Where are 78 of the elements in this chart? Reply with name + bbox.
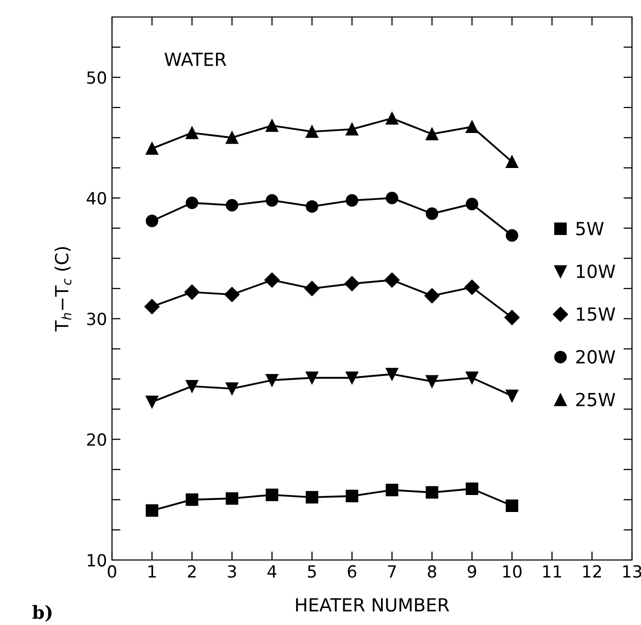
point [266,374,278,386]
point [386,368,398,380]
point [506,229,518,242]
point [186,380,198,392]
point [226,382,238,395]
point [226,198,238,212]
x-tick-label: 6 [348,565,356,578]
point [306,491,318,504]
point [186,493,198,506]
point [506,156,518,168]
point [424,288,440,304]
y-tick-label: 50 [87,71,106,84]
point [226,131,238,144]
point [464,280,480,295]
x-tick-label: 8 [428,565,436,578]
point [346,490,358,502]
x-tick-label: 9 [468,565,476,578]
x-tick-label: 11 [543,565,562,578]
y-axis-title: T$_{h}$−T$_{c}$ (C) [54,247,72,332]
y-tick-label: 30 [87,312,106,326]
point [266,194,278,207]
legend-label: 25W [576,392,616,406]
x-tick-label: 4 [268,565,276,578]
x-tick-label: 10 [503,565,522,578]
point [146,142,158,155]
point [426,375,438,388]
point [344,276,360,292]
x-axis-title: HEATER NUMBER [296,598,450,612]
legend-label: 20W [576,350,616,364]
x-tick-label: 12 [583,565,601,578]
point [306,200,318,213]
point [306,372,318,384]
point [224,286,240,302]
y-tick-label: 20 [87,433,106,446]
point [384,272,400,288]
point [226,492,238,505]
x-tick-label: 7 [388,565,396,578]
x-tick-label: 5 [308,565,316,578]
point [466,120,478,134]
y-tick-label: 40 [86,192,106,205]
annotation: WATER [164,52,226,66]
x-tick-label: 13 [623,565,641,578]
y-tick-label: 10 [88,554,106,567]
point [186,126,198,140]
point [144,299,160,314]
point [186,196,198,210]
point [506,499,518,512]
point [184,284,200,300]
point [146,504,158,517]
point [306,125,318,138]
point [386,484,398,496]
point [504,310,520,326]
point [346,372,358,384]
point [266,119,278,132]
x-tick-label: 1 [148,565,156,578]
point [264,272,280,288]
point [386,112,398,125]
point [426,207,438,220]
x-tick-label: 0 [108,565,116,578]
point [386,192,398,204]
text: b) [32,605,52,622]
x-tick-label: 2 [188,565,196,578]
point [466,198,478,210]
point [426,486,438,499]
point [466,372,478,384]
point [466,482,478,496]
legend-label: 10W [576,264,616,278]
point [146,396,158,408]
point [266,488,278,502]
point [506,390,518,402]
point [346,122,358,136]
point [146,214,158,228]
x-tick-label: 3 [228,565,236,578]
legend-label: 5W [576,222,604,236]
point [346,194,358,207]
legend-label: 15W [576,307,616,321]
point [426,128,438,140]
point [304,280,320,296]
